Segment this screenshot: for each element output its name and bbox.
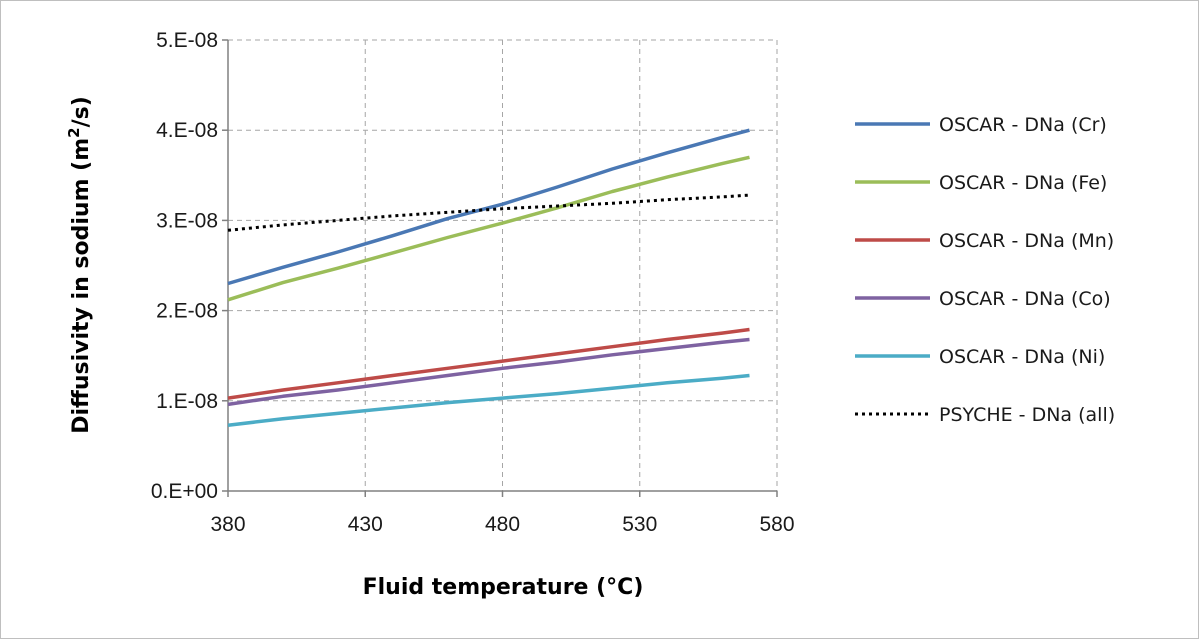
x-tick-label: 480 [485,513,520,536]
tick-labels: 0.E+00 1.E-08 2.E-08 3.E-08 4.E-08 5.E-08 380 4… [151,29,795,536]
legend-item: OSCAR - DNa (Mn) [855,230,1114,252]
grid-layer [228,39,778,491]
axes-layer [222,39,778,497]
series-line [227,337,750,407]
legend-label: OSCAR - DNa (Cr) [939,114,1107,136]
x-axis-title: Fluid temperature (°C) [363,575,644,600]
series-line [227,373,750,427]
legend-item: OSCAR - DNa (Fe) [855,172,1107,194]
y-axis-title-superscript: 2 [65,127,83,137]
y-axis-title-text: Diffusivity in sodium (m [69,138,94,434]
legend-label: OSCAR - DNa (Fe) [939,172,1107,194]
x-tick-label: 580 [759,513,794,536]
series-layer [227,128,750,427]
y-tick-label: 0.E+00 [151,480,218,503]
y-tick-label: 5.E-08 [156,29,218,52]
legend-item: OSCAR - DNa (Ni) [855,346,1105,368]
legend-label: OSCAR - DNa (Co) [939,288,1111,310]
y-tick-label: 1.E-08 [156,390,218,413]
legend-item: OSCAR - DNa (Cr) [855,114,1107,136]
y-axis-title-unit: /s) [69,96,94,127]
legend-label: OSCAR - DNa (Ni) [939,346,1105,368]
y-tick-label: 4.E-08 [156,119,218,142]
legend: OSCAR - DNa (Cr) OSCAR - DNa (Fe) OSCAR - … [855,114,1115,426]
series-line [227,155,750,302]
legend-item: OSCAR - DNa (Co) [855,288,1111,310]
series-line [227,327,750,400]
x-tick-label: 380 [210,513,245,536]
y-tick-label: 2.E-08 [156,300,218,323]
y-axis-title: Diffusivity in sodium (m2/s) [65,96,94,434]
x-tick-label: 530 [622,513,657,536]
legend-item: PSYCHE - DNa (all) [855,404,1115,426]
y-tick-label: 3.E-08 [156,209,218,232]
legend-label: OSCAR - DNa (Mn) [939,230,1114,252]
x-tick-label: 430 [348,513,383,536]
series-line [227,193,750,232]
legend-label: PSYCHE - DNa (all) [939,404,1115,426]
series-line [227,128,750,286]
